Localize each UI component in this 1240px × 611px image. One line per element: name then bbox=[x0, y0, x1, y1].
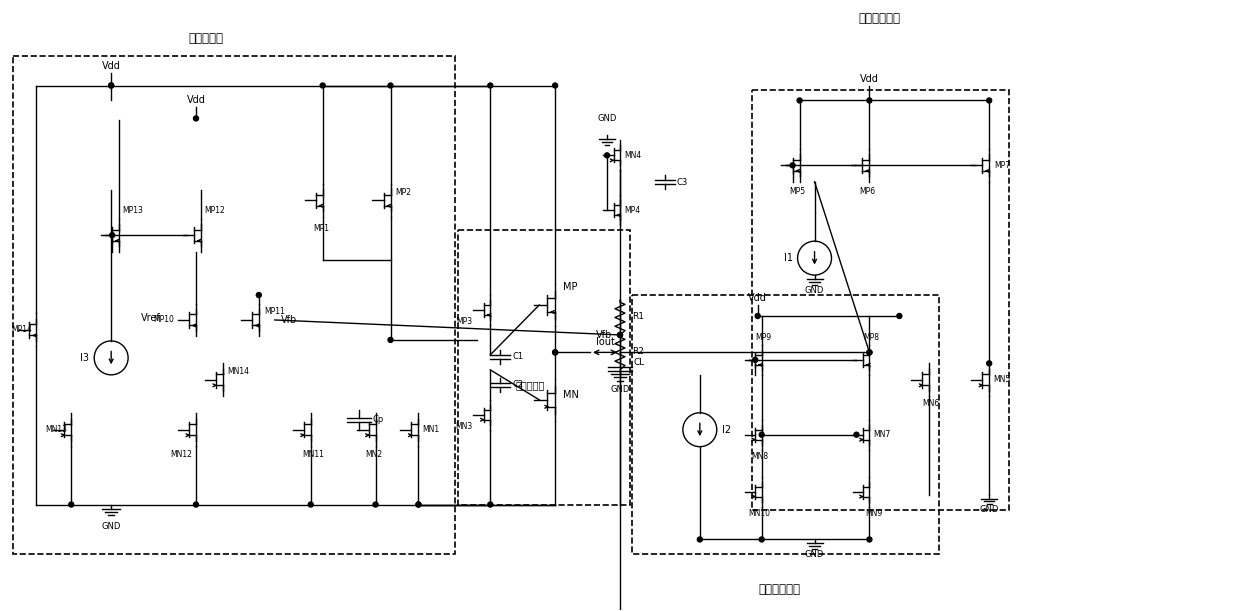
Circle shape bbox=[697, 537, 702, 542]
Circle shape bbox=[109, 83, 114, 88]
Circle shape bbox=[553, 350, 558, 355]
Text: Iout: Iout bbox=[595, 337, 615, 348]
Text: MN2: MN2 bbox=[365, 450, 382, 459]
Text: MP7: MP7 bbox=[994, 161, 1011, 170]
Text: MN7: MN7 bbox=[873, 430, 890, 439]
Circle shape bbox=[373, 502, 378, 507]
Circle shape bbox=[797, 98, 802, 103]
Bar bbox=[751, 90, 1009, 510]
Text: R2: R2 bbox=[632, 348, 644, 356]
Text: Vdd: Vdd bbox=[861, 73, 879, 84]
Text: MN3: MN3 bbox=[455, 422, 472, 431]
Text: GND: GND bbox=[805, 550, 825, 559]
Circle shape bbox=[257, 293, 262, 298]
Text: Cp: Cp bbox=[372, 415, 384, 424]
Text: C1: C1 bbox=[512, 353, 523, 361]
Text: I2: I2 bbox=[722, 425, 730, 434]
Text: R1: R1 bbox=[632, 312, 644, 321]
Text: GND: GND bbox=[102, 522, 120, 531]
Text: 误差放大器: 误差放大器 bbox=[188, 32, 223, 45]
Text: C3: C3 bbox=[677, 178, 688, 187]
Text: MP13: MP13 bbox=[122, 206, 143, 214]
Circle shape bbox=[309, 502, 314, 507]
Text: MP3: MP3 bbox=[456, 318, 472, 326]
Circle shape bbox=[487, 502, 492, 507]
Text: CL: CL bbox=[634, 358, 645, 367]
Text: MN: MN bbox=[563, 390, 579, 400]
Text: 摇率增强电路: 摇率增强电路 bbox=[759, 583, 801, 596]
Text: MP8: MP8 bbox=[863, 334, 879, 342]
Text: MN1: MN1 bbox=[423, 425, 439, 434]
Circle shape bbox=[755, 313, 760, 318]
Text: MP4: MP4 bbox=[624, 206, 640, 214]
Text: MP6: MP6 bbox=[859, 187, 875, 196]
Text: MP5: MP5 bbox=[790, 187, 806, 196]
Circle shape bbox=[753, 357, 758, 362]
Bar bbox=[459, 230, 630, 505]
Text: GND: GND bbox=[598, 114, 616, 123]
Text: Vfb: Vfb bbox=[280, 315, 298, 325]
Text: I3: I3 bbox=[81, 353, 89, 363]
Text: MN5: MN5 bbox=[993, 375, 1011, 384]
Text: MP9: MP9 bbox=[755, 334, 771, 342]
Text: MP1: MP1 bbox=[314, 224, 330, 233]
Circle shape bbox=[553, 350, 558, 355]
Circle shape bbox=[109, 233, 114, 238]
Text: Vref: Vref bbox=[141, 313, 161, 323]
Text: Vdd: Vdd bbox=[102, 60, 120, 70]
Text: Vdd: Vdd bbox=[186, 95, 206, 106]
Bar bbox=[14, 56, 455, 554]
Circle shape bbox=[388, 83, 393, 88]
Circle shape bbox=[867, 537, 872, 542]
Circle shape bbox=[618, 332, 622, 337]
Circle shape bbox=[867, 350, 872, 355]
Circle shape bbox=[109, 83, 114, 88]
Circle shape bbox=[759, 432, 764, 437]
Circle shape bbox=[854, 432, 859, 437]
Text: MN13: MN13 bbox=[45, 425, 67, 434]
Circle shape bbox=[867, 350, 872, 355]
Circle shape bbox=[68, 502, 73, 507]
Text: MN12: MN12 bbox=[170, 450, 192, 459]
Circle shape bbox=[388, 337, 393, 342]
Circle shape bbox=[867, 98, 872, 103]
Text: MN6: MN6 bbox=[923, 399, 940, 408]
Bar bbox=[632, 295, 939, 554]
Text: GND: GND bbox=[980, 505, 999, 514]
Circle shape bbox=[605, 153, 610, 158]
Text: Vfb: Vfb bbox=[595, 330, 613, 340]
Text: MN14: MN14 bbox=[227, 367, 249, 376]
Text: GND: GND bbox=[610, 386, 630, 394]
Text: MP10: MP10 bbox=[154, 315, 174, 324]
Circle shape bbox=[193, 502, 198, 507]
Text: I1: I1 bbox=[784, 253, 792, 263]
Text: Vdd: Vdd bbox=[748, 293, 768, 303]
Circle shape bbox=[553, 83, 558, 88]
Circle shape bbox=[897, 313, 901, 318]
Text: 功率输出管: 功率输出管 bbox=[516, 380, 544, 390]
Circle shape bbox=[415, 502, 420, 507]
Circle shape bbox=[415, 502, 420, 507]
Text: MP11: MP11 bbox=[264, 307, 284, 316]
Text: MN8: MN8 bbox=[751, 452, 769, 461]
Text: MN10: MN10 bbox=[749, 509, 771, 518]
Circle shape bbox=[790, 163, 795, 168]
Text: 电流减法电路: 电流减法电路 bbox=[858, 12, 900, 25]
Circle shape bbox=[320, 83, 325, 88]
Circle shape bbox=[193, 116, 198, 121]
Circle shape bbox=[987, 98, 992, 103]
Text: MP: MP bbox=[563, 282, 578, 292]
Circle shape bbox=[618, 332, 622, 337]
Text: MP12: MP12 bbox=[203, 206, 224, 214]
Text: MN11: MN11 bbox=[301, 450, 324, 459]
Circle shape bbox=[987, 361, 992, 366]
Text: MP14: MP14 bbox=[11, 326, 32, 334]
Text: MN9: MN9 bbox=[864, 509, 882, 518]
Text: MP2: MP2 bbox=[396, 188, 412, 197]
Text: GND: GND bbox=[805, 285, 825, 295]
Text: MN4: MN4 bbox=[624, 151, 641, 160]
Circle shape bbox=[487, 83, 492, 88]
Text: C2: C2 bbox=[512, 380, 523, 389]
Circle shape bbox=[759, 537, 764, 542]
